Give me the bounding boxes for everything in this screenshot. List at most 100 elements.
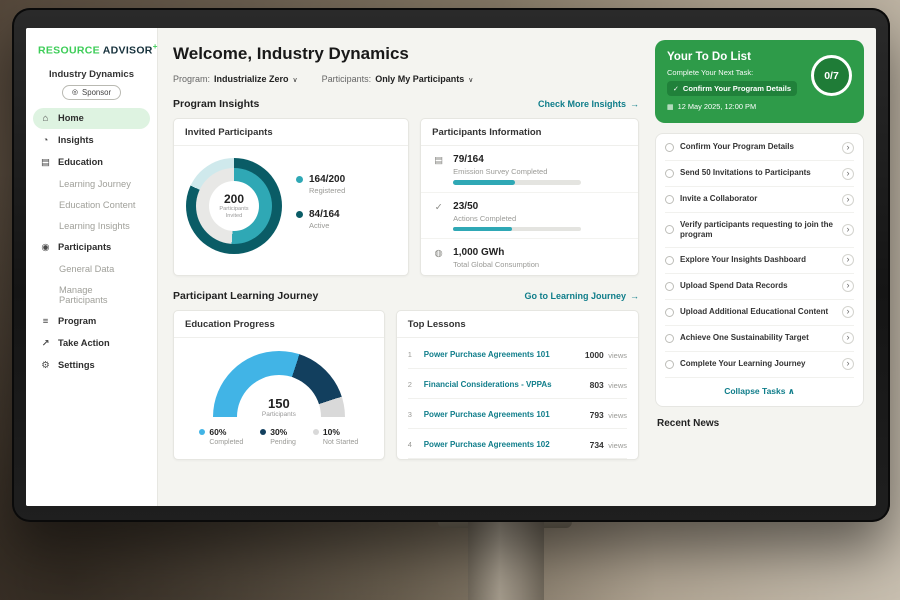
sidebar-item-education-content[interactable]: Education Content — [33, 195, 150, 215]
due-date: ▦ 12 May 2025, 12:00 PM — [667, 102, 757, 111]
task-checkbox[interactable] — [665, 281, 674, 291]
arrow-right-icon: → — [630, 99, 639, 109]
logo-plus: + — [152, 42, 158, 51]
org-name: Industry Dynamics — [49, 68, 134, 80]
lesson-link[interactable]: Financial Considerations - VPPAs — [423, 379, 552, 389]
gauge-center-label: Participants — [261, 411, 296, 418]
chevron-right-icon[interactable]: › — [842, 193, 854, 206]
donut-legend: 164/200 Registered 84/164 — [296, 174, 345, 254]
todo-task-item[interactable]: Complete Your Learning Journey › — [665, 352, 854, 378]
sidebar-item-label: Settings — [58, 360, 95, 370]
lesson-row: 3 Power Purchase Agreements 101 793 view… — [407, 399, 627, 429]
lesson-views: 793 views — [589, 410, 627, 420]
learning-journey-title: Participant Learning Journey — [173, 290, 319, 302]
sidebar-item-label: Education Content — [59, 199, 136, 210]
task-checkbox[interactable] — [665, 333, 674, 343]
chevron-right-icon[interactable]: › — [842, 223, 854, 236]
logo-resource: RESOURCE — [38, 44, 100, 57]
legend-percent: 10% — [322, 427, 340, 437]
app-logo: RESOURCE ADVISOR+ — [26, 40, 157, 59]
check-icon: ✓ — [673, 85, 679, 93]
todo-task-item[interactable]: Send 50 Invitations to Participants › — [665, 161, 854, 187]
arrow-right-icon: → — [630, 291, 639, 301]
sidebar-item-participants[interactable]: ◉ Participants — [33, 237, 150, 258]
main-content: Welcome, Industry Dynamics Program: Indu… — [158, 28, 652, 506]
take-action-icon: ↗ — [41, 337, 50, 349]
legend-dot — [296, 211, 303, 218]
lesson-link[interactable]: Power Purchase Agreements 101 — [423, 349, 550, 359]
gauge-center-value: 150 — [268, 396, 290, 411]
sidebar-item-learning-journey[interactable]: Learning Journey — [33, 174, 150, 194]
sidebar-item-home[interactable]: ⌂ Home — [33, 107, 150, 129]
program-filter-dropdown[interactable]: Program: Industrialize Zero ∨ — [173, 74, 298, 84]
card-title: Invited Participants — [174, 119, 409, 146]
task-checkbox[interactable] — [665, 307, 674, 317]
chevron-right-icon[interactable]: › — [842, 358, 854, 371]
legend-dot — [296, 176, 303, 183]
legend-label: Pending — [270, 439, 296, 446]
card-title: Participants Information — [421, 119, 638, 146]
sponsor-badge[interactable]: ◎ Sponsor — [61, 84, 122, 100]
participants-information-card: Participants Information ▤ 79/164 Emissi… — [420, 118, 639, 276]
sidebar-item-label: Participants — [58, 242, 112, 252]
sidebar-item-label: Learning Journey — [59, 178, 131, 189]
lesson-link[interactable]: Power Purchase Agreements 102 — [423, 439, 550, 449]
task-checkbox[interactable] — [665, 359, 674, 369]
task-checkbox[interactable] — [665, 169, 674, 178]
learning-journey-cards: Education Progress 150 Participants — [173, 310, 639, 460]
participants-filter-dropdown[interactable]: Participants: Only My Participants ∨ — [322, 74, 474, 84]
check-more-insights-link[interactable]: Check More Insights → — [537, 99, 639, 109]
next-task-label: Confirm Your Program Details — [682, 84, 792, 93]
metric-label: Total Global Consumption — [453, 260, 540, 269]
page-title: Welcome, Industry Dynamics — [173, 44, 409, 63]
sidebar-item-education[interactable]: ▤ Education — [33, 152, 150, 173]
legend-label: Active — [309, 221, 330, 230]
todo-task-item[interactable]: Upload Spend Data Records › — [665, 274, 854, 300]
invited-donut-chart: 200 Participants Invited — [186, 158, 282, 254]
sidebar-item-learning-insights[interactable]: Learning Insights — [33, 216, 150, 236]
metric-row: ✓ 23/50 Actions Completed — [421, 193, 638, 239]
task-checkbox[interactable] — [665, 255, 674, 265]
sidebar-item-insights[interactable]: ◔ Insights — [33, 130, 150, 151]
legend-label: Not Started — [322, 439, 359, 446]
next-task-pill[interactable]: ✓ Confirm Your Program Details — [667, 81, 798, 96]
todo-task-item[interactable]: Upload Additional Educational Content › — [665, 300, 854, 326]
lesson-views: 803 views — [589, 380, 627, 390]
todo-task-item[interactable]: Achieve One Sustainability Target › — [665, 326, 854, 352]
task-checkbox[interactable] — [665, 143, 674, 152]
legend-value: 164/200 — [309, 174, 346, 185]
legend-dot — [199, 429, 206, 435]
task-checkbox[interactable] — [665, 225, 674, 235]
todo-task-item[interactable]: Confirm Your Program Details › — [665, 135, 854, 161]
monitor-stand — [468, 522, 544, 600]
todo-progress-ring: 0/7 — [811, 55, 852, 96]
sidebar-item-manage-participants[interactable]: Manage Participants — [33, 280, 150, 310]
todo-task-item[interactable]: Explore Your Insights Dashboard › — [665, 248, 854, 274]
chevron-right-icon[interactable]: › — [842, 141, 854, 154]
lesson-link[interactable]: Power Purchase Agreements 101 — [423, 409, 550, 419]
chevron-right-icon[interactable]: › — [842, 332, 854, 345]
lesson-rank: 3 — [407, 409, 412, 419]
sponsor-label: Sponsor — [82, 87, 112, 97]
collapse-tasks-button[interactable]: Collapse Tasks ∧ — [724, 385, 795, 396]
participants-filter-label: Participants: — [321, 74, 372, 84]
todo-task-item[interactable]: Invite a Collaborator › — [665, 187, 854, 213]
go-to-learning-journey-link[interactable]: Go to Learning Journey → — [524, 291, 639, 301]
chevron-right-icon[interactable]: › — [842, 254, 854, 267]
chevron-right-icon[interactable]: › — [842, 167, 854, 180]
chevron-right-icon[interactable]: › — [842, 280, 854, 293]
sidebar-item-settings[interactable]: ⚙ Settings — [33, 355, 150, 376]
desk-surface — [0, 534, 900, 600]
legend-item: 30% Pending — [260, 427, 296, 446]
sidebar-item-general-data[interactable]: General Data — [33, 259, 150, 279]
task-checkbox[interactable] — [665, 195, 674, 204]
sidebar-item-take-action[interactable]: ↗ Take Action — [33, 333, 150, 354]
legend-percent: 30% — [270, 427, 288, 437]
sidebar-item-program[interactable]: ≡ Program — [33, 311, 150, 332]
task-label: Send 50 Invitations to Participants — [680, 168, 811, 178]
calendar-icon: ▦ — [667, 103, 674, 111]
chevron-right-icon[interactable]: › — [842, 306, 854, 319]
lesson-row: 5 Power Purchase Agreements 103 600 view… — [408, 459, 627, 460]
task-label: Explore Your Insights Dashboard — [680, 255, 806, 265]
todo-task-item[interactable]: Verify participants requesting to join t… — [665, 213, 854, 248]
